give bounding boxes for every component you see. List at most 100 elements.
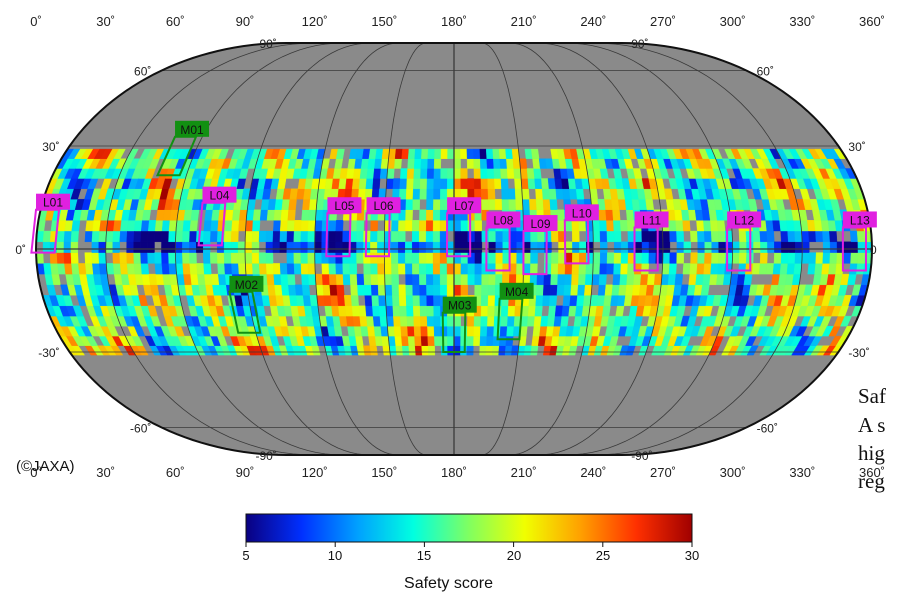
safety-cell: [425, 252, 434, 264]
safety-cell: [211, 273, 220, 285]
safety-cell: [794, 241, 803, 253]
safety-cell: [467, 241, 476, 253]
safety-cell: [393, 326, 402, 337]
safety-cell: [189, 230, 198, 243]
colorbar-tick-label: 25: [595, 548, 611, 563]
safety-cell: [480, 188, 489, 200]
safety-cell: [223, 230, 232, 243]
safety-cell: [480, 305, 489, 317]
side-text-line-3: hig: [858, 441, 885, 465]
safety-cell: [133, 252, 142, 264]
safety-cell: [564, 273, 573, 285]
safety-cell: [569, 188, 578, 200]
safety-cell: [370, 230, 378, 243]
safety-cell: [515, 198, 524, 210]
mid-latitude-site-tag: [442, 296, 477, 313]
safety-cell: [467, 230, 476, 243]
safety-cell: [801, 252, 810, 264]
safety-cell: [330, 295, 339, 306]
safety-cell: [418, 263, 427, 275]
safety-cell: [287, 209, 296, 221]
safety-cell: [411, 230, 420, 243]
latitude-label: 60˚: [757, 65, 774, 79]
safety-cell: [405, 295, 414, 306]
safety-cell: [232, 209, 241, 221]
safety-cell: [217, 263, 226, 275]
safety-cell: [613, 220, 622, 232]
safety-cell: [374, 158, 383, 169]
safety-cell: [419, 209, 427, 221]
safety-cell: [300, 252, 309, 264]
safety-cell: [412, 305, 421, 317]
latitude-label: -90˚: [255, 449, 276, 463]
safety-cell: [280, 209, 289, 221]
safety-cell: [542, 284, 551, 296]
safety-cell: [202, 241, 211, 253]
safety-cell: [599, 220, 608, 232]
safety-cell: [537, 230, 545, 243]
safety-cell: [688, 273, 697, 285]
safety-cell: [460, 345, 468, 356]
safety-cell: [321, 273, 330, 285]
safety-cell: [412, 273, 420, 285]
safety-cell: [481, 252, 489, 264]
safety-cell: [413, 168, 422, 179]
safety-cell: [634, 230, 643, 243]
safety-cell: [460, 178, 468, 190]
safety-cell: [611, 284, 620, 296]
safety-cell: [203, 263, 212, 275]
safety-cell: [258, 252, 267, 264]
safety-cell: [488, 273, 496, 285]
safety-cell: [453, 178, 462, 190]
safety-cell: [426, 198, 434, 210]
safety-cell: [633, 273, 642, 285]
safety-cell: [487, 315, 495, 327]
safety-cell: [446, 178, 455, 190]
safety-cell: [718, 252, 726, 264]
safety-cell: [335, 263, 344, 275]
safety-cell: [182, 252, 190, 264]
safety-cell: [501, 188, 509, 200]
low-latitude-site-tag: [564, 204, 599, 221]
safety-cell: [697, 230, 705, 243]
safety-cell: [251, 241, 260, 253]
safety-cell: [561, 305, 570, 317]
safety-cell: [758, 263, 768, 275]
safety-cell: [751, 263, 761, 275]
safety-cell: [350, 284, 359, 296]
low-latitude-site-label: L09: [530, 217, 550, 231]
safety-cell: [514, 178, 523, 190]
safety-cell: [447, 335, 455, 346]
safety-cell: [349, 252, 357, 264]
safety-cell: [592, 252, 601, 264]
safety-cell: [529, 198, 537, 210]
safety-cell: [474, 220, 483, 232]
safety-cell: [262, 188, 272, 200]
longitude-label: 240˚: [580, 465, 606, 480]
safety-cell: [273, 273, 282, 285]
safety-cell: [384, 252, 392, 264]
latitude-label: -60˚: [757, 421, 778, 435]
safety-cell: [147, 252, 156, 264]
safety-cell: [447, 315, 455, 327]
safety-cell: [606, 263, 615, 275]
safety-cell: [367, 158, 376, 169]
safety-cell: [807, 263, 816, 275]
safety-cell: [328, 230, 337, 243]
safety-cell: [309, 198, 318, 210]
safety-cell: [500, 305, 509, 317]
safety-cell: [405, 198, 414, 210]
safety-cell: [391, 220, 399, 232]
safety-cell: [392, 305, 401, 317]
side-text-line-1: Saf: [858, 384, 886, 408]
safety-cell: [704, 241, 712, 253]
safety-cell: [377, 263, 385, 275]
safety-cell: [412, 263, 420, 275]
safety-cell: [584, 273, 593, 285]
safety-cell: [338, 305, 347, 317]
safety-cell: [565, 241, 573, 253]
safety-cell: [413, 178, 421, 190]
safety-cell: [223, 252, 232, 264]
longitude-label: 330˚: [789, 465, 815, 480]
safety-cell: [487, 188, 496, 200]
